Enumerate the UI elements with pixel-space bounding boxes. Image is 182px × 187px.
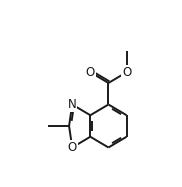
Text: O: O xyxy=(86,66,95,79)
Text: O: O xyxy=(122,66,131,79)
Text: O: O xyxy=(68,141,77,154)
Text: N: N xyxy=(68,98,77,111)
